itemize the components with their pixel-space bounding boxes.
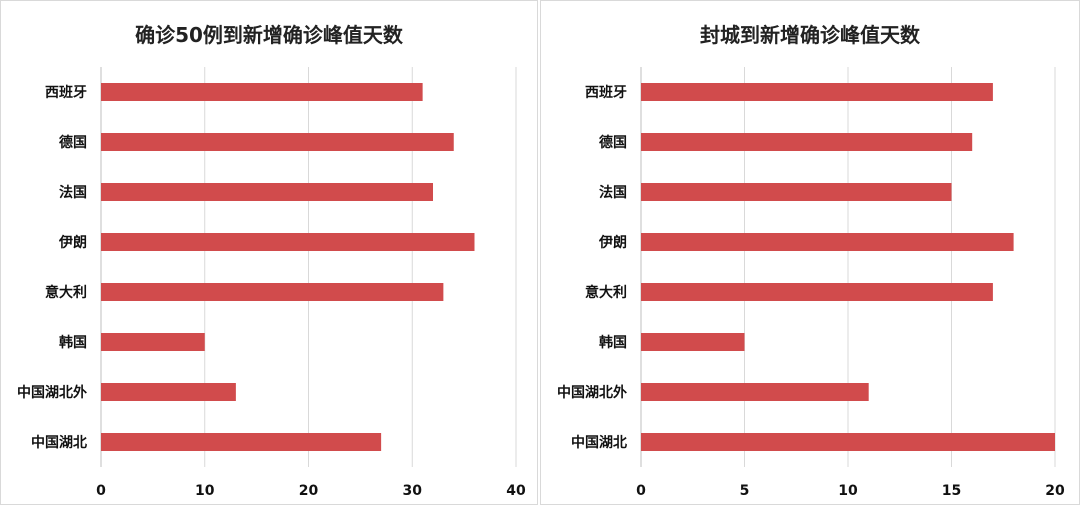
chart-panel-left: 确诊50例到新增确诊峰值天数 西班牙德国法国伊朗意大利韩国中国湖北外中国湖北 0 1… [0, 0, 538, 505]
chart-title: 封城到新增确诊峰值天数 [700, 23, 920, 47]
chart-panel-right: 封城到新增确诊峰值天数 西班牙德国法国伊朗意大利韩国中国湖北外中国湖北 0 5 10 1… [540, 0, 1080, 505]
category-label: 中国湖北外 [557, 384, 627, 401]
category-label: 西班牙 [45, 84, 87, 101]
category-label: 法国 [599, 184, 627, 201]
bar [641, 333, 745, 351]
x-tick-label: 10 [838, 483, 858, 499]
bar [641, 183, 952, 201]
category-label: 中国湖北 [31, 434, 87, 451]
bar [101, 433, 382, 451]
x-tick-label: 0 [636, 483, 646, 499]
x-tick-label: 30 [403, 483, 423, 499]
category-label: 德国 [599, 134, 627, 151]
bar [641, 433, 1055, 451]
category-label: 韩国 [59, 334, 87, 351]
category-label: 法国 [59, 184, 87, 201]
bar [641, 383, 869, 401]
x-tick-label: 0 [96, 483, 106, 499]
x-tick-label: 15 [942, 483, 961, 499]
bar [101, 83, 423, 101]
category-label: 中国湖北 [571, 434, 627, 451]
bar [101, 233, 475, 251]
x-tick-label: 5 [740, 483, 750, 499]
bar [101, 133, 454, 151]
bar [641, 233, 1014, 251]
bar [641, 83, 993, 101]
x-tick-label: 10 [195, 483, 215, 499]
category-label: 伊朗 [598, 234, 627, 251]
x-tick-label: 40 [506, 483, 526, 499]
category-label: 西班牙 [585, 84, 627, 101]
bar [101, 333, 205, 351]
bar [641, 133, 973, 151]
x-tick-label: 20 [299, 483, 319, 499]
bar [641, 283, 993, 301]
category-label: 韩国 [599, 334, 627, 351]
category-label: 德国 [59, 134, 87, 151]
category-label: 伊朗 [58, 234, 87, 251]
bar [101, 383, 236, 401]
category-label: 意大利 [45, 284, 87, 301]
category-label: 意大利 [585, 284, 627, 301]
bar [101, 183, 433, 201]
bar [101, 283, 444, 301]
category-label: 中国湖北外 [17, 384, 87, 401]
chart-title: 确诊50例到新增确诊峰值天数 [135, 23, 403, 47]
x-tick-label: 20 [1045, 483, 1065, 499]
